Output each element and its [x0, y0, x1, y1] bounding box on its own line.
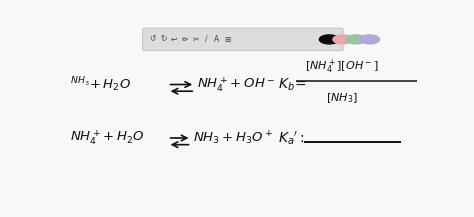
Circle shape — [333, 35, 353, 44]
Text: $[NH_4^+][OH^-]$: $[NH_4^+][OH^-]$ — [305, 58, 379, 76]
Text: $K_b\!=\!$: $K_b\!=\!$ — [278, 76, 306, 93]
Text: ↩: ↩ — [171, 35, 177, 44]
Text: ✏: ✏ — [182, 35, 188, 44]
Text: ✂: ✂ — [193, 35, 199, 44]
Text: ↺: ↺ — [150, 35, 156, 44]
Text: ⊞: ⊞ — [224, 35, 231, 44]
Circle shape — [346, 35, 366, 44]
Text: A: A — [214, 35, 219, 44]
Text: $K_a{'}:$: $K_a{'}:$ — [278, 129, 304, 147]
Text: ∕: ∕ — [205, 35, 208, 44]
Text: $[NH_3]$: $[NH_3]$ — [326, 91, 358, 105]
Text: $NH_4^+\!+H_2O$: $NH_4^+\!+H_2O$ — [70, 129, 145, 147]
Circle shape — [319, 35, 339, 44]
Text: $NH_3+H_3O^+$: $NH_3+H_3O^+$ — [193, 129, 274, 147]
Text: $NH_4^+\!+OH^-$: $NH_4^+\!+OH^-$ — [197, 75, 275, 94]
FancyBboxPatch shape — [143, 28, 343, 51]
Circle shape — [360, 35, 380, 44]
Text: ${}^{NH_3}\!+H_2O$: ${}^{NH_3}\!+H_2O$ — [70, 75, 131, 94]
Text: ↻: ↻ — [161, 35, 167, 44]
